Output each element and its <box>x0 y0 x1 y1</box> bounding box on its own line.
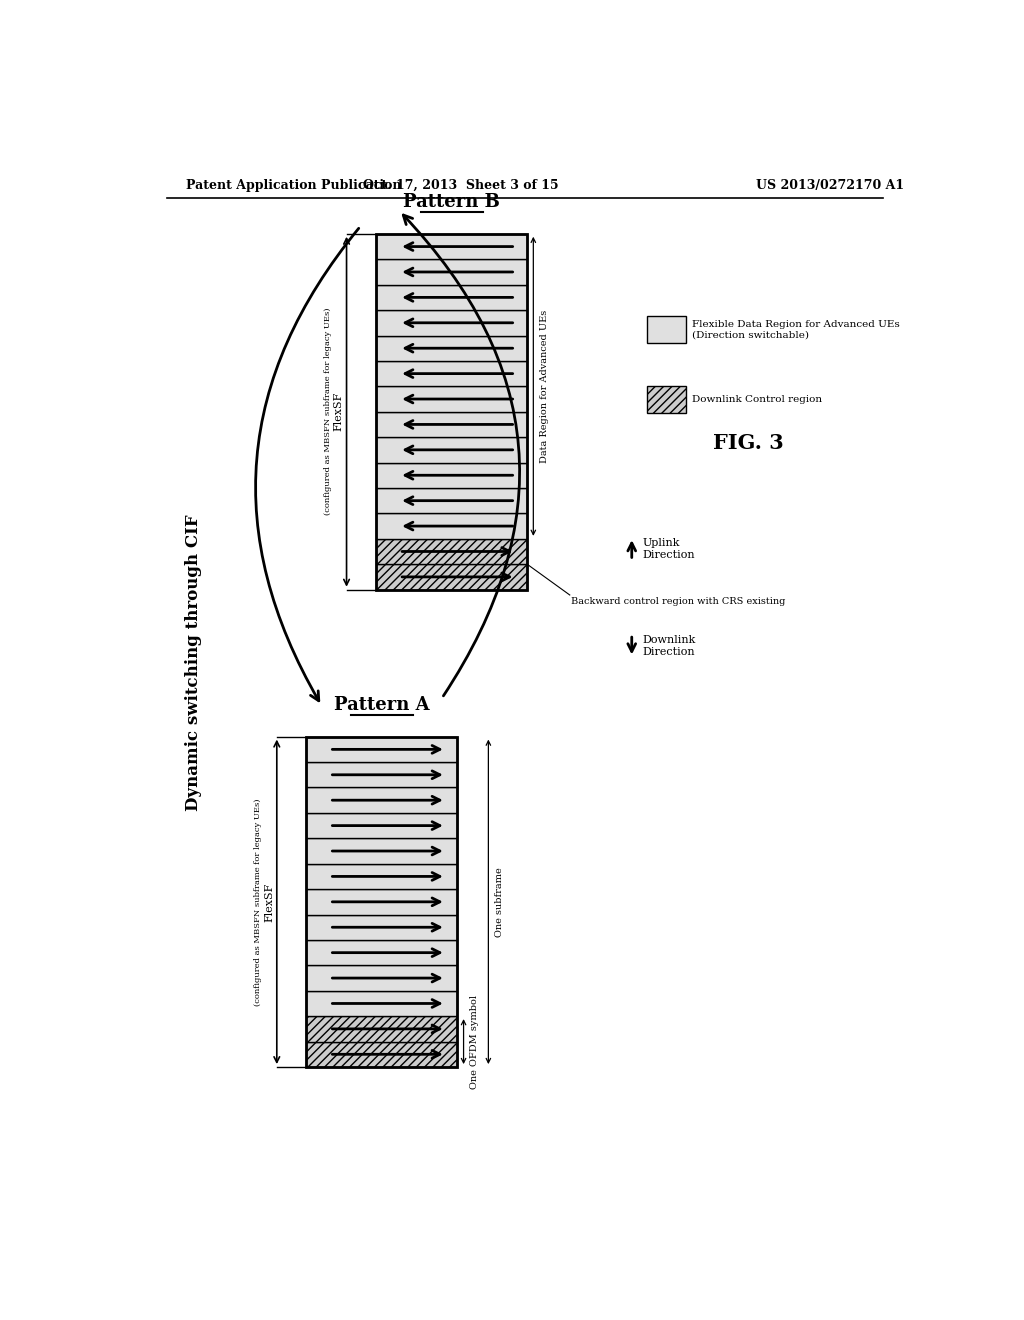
Text: Dynamic switching through CIF: Dynamic switching through CIF <box>185 515 203 812</box>
Bar <box>376 387 527 412</box>
Bar <box>306 813 458 838</box>
Text: Backward control region with CRS existing: Backward control region with CRS existin… <box>571 597 785 606</box>
Bar <box>306 762 458 788</box>
Bar <box>306 991 458 1016</box>
Text: Oct. 17, 2013  Sheet 3 of 15: Oct. 17, 2013 Sheet 3 of 15 <box>364 178 559 191</box>
Bar <box>306 1041 458 1067</box>
Text: One OFDM symbol: One OFDM symbol <box>470 994 479 1089</box>
Bar <box>376 513 527 539</box>
Bar <box>376 335 527 360</box>
Bar <box>306 737 458 762</box>
Bar <box>376 412 527 437</box>
Bar <box>647 385 686 412</box>
Text: (configured as MBSFN subframe for legacy UEs): (configured as MBSFN subframe for legacy… <box>254 799 262 1006</box>
Bar <box>376 259 527 285</box>
Text: FIG. 3: FIG. 3 <box>713 433 783 453</box>
Bar <box>376 234 527 590</box>
Bar <box>376 310 527 335</box>
Bar <box>376 462 527 488</box>
Bar <box>306 915 458 940</box>
Bar <box>306 737 458 1067</box>
Text: Downlink
Direction: Downlink Direction <box>643 635 696 656</box>
FancyArrowPatch shape <box>256 228 358 701</box>
Bar <box>376 488 527 513</box>
Bar <box>306 1016 458 1041</box>
Text: One subframe: One subframe <box>495 867 504 937</box>
Bar <box>376 285 527 310</box>
Text: Pattern A: Pattern A <box>334 696 430 714</box>
Bar <box>376 437 527 462</box>
Bar <box>306 965 458 991</box>
Bar <box>306 940 458 965</box>
Text: (configured as MBSFN subframe for legacy UEs): (configured as MBSFN subframe for legacy… <box>324 308 332 516</box>
Bar <box>647 317 686 343</box>
Text: Pattern B: Pattern B <box>403 193 500 211</box>
Text: Data Region for Advanced UEs: Data Region for Advanced UEs <box>540 310 549 463</box>
Text: Uplink
Direction: Uplink Direction <box>643 539 695 560</box>
Text: Downlink Control region: Downlink Control region <box>692 395 822 404</box>
Bar <box>306 890 458 915</box>
Text: US 2013/0272170 A1: US 2013/0272170 A1 <box>756 178 904 191</box>
Bar <box>376 360 527 387</box>
Bar <box>376 564 527 590</box>
Text: Patent Application Publication: Patent Application Publication <box>186 178 401 191</box>
Bar <box>306 838 458 863</box>
Text: Flexible Data Region for Advanced UEs
(Direction switchable): Flexible Data Region for Advanced UEs (D… <box>692 321 900 339</box>
Text: FlexSF: FlexSF <box>264 882 274 921</box>
Bar <box>306 788 458 813</box>
Bar <box>376 539 527 564</box>
Bar <box>306 863 458 890</box>
Text: FlexSF: FlexSF <box>334 392 344 432</box>
FancyArrowPatch shape <box>403 215 519 696</box>
Bar <box>376 234 527 259</box>
